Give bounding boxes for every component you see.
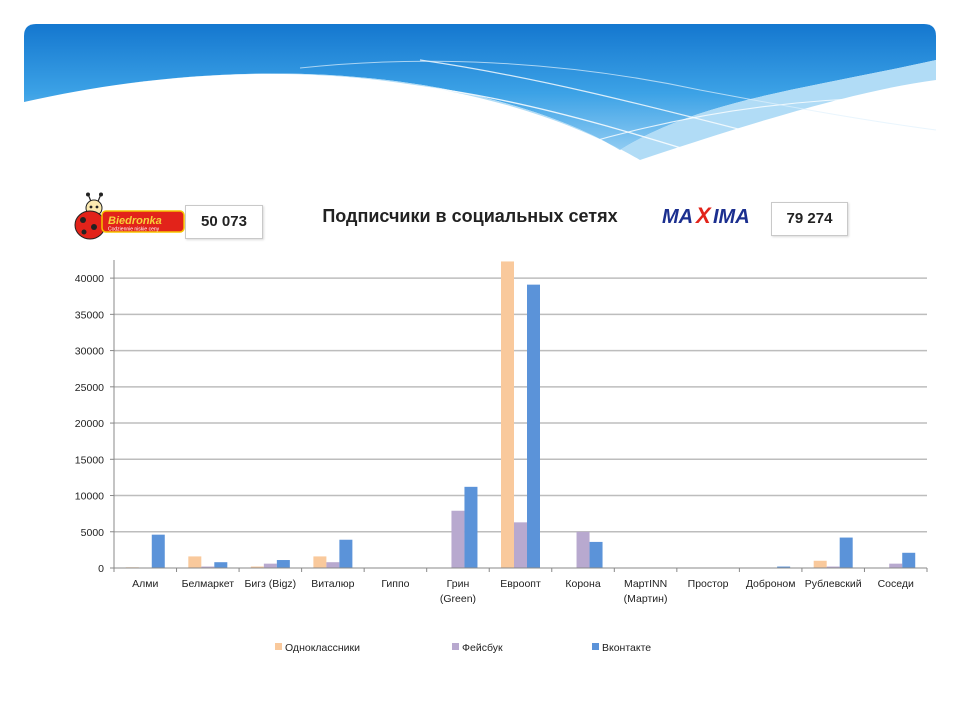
- biedronka-subscriber-count: 50 073: [185, 205, 263, 239]
- x-tick-label: Гиппо: [381, 578, 409, 590]
- legend-item: Одноклассники: [275, 642, 360, 654]
- bar: [201, 566, 215, 568]
- x-axis: Алми Белмаркет Бигз (Bigz) Виталюр Гиппо Грин…: [113, 567, 928, 605]
- biedronka-brand-text: Biedronka: [108, 215, 162, 227]
- x-tick-label: Соседи: [878, 578, 914, 590]
- y-tick-label: 30000: [75, 346, 104, 358]
- bar: [902, 552, 916, 568]
- x-tick-label: Бигз (Bigz): [245, 578, 297, 590]
- x-tick-label: Белмаркет: [182, 578, 235, 590]
- x-tick-label: Корона: [565, 578, 600, 590]
- maxima-brand-right: IMA: [713, 206, 750, 228]
- bar: [813, 560, 827, 568]
- bar: [589, 541, 603, 568]
- x-tick-label: Доброном: [746, 578, 796, 590]
- subscribers-bar-chart: 0 5000 10000 15000 20000 25000 30000 35000 40000…: [75, 260, 928, 654]
- y-tick-label: 0: [98, 563, 104, 575]
- y-axis: 0 5000 10000 15000 20000 25000 30000 35000 40000: [75, 260, 115, 575]
- maxima-brand-left: MA: [662, 206, 693, 228]
- bar: [514, 522, 527, 568]
- biedronka-logo: Biedronka Codziennie niskie ceny: [74, 192, 185, 240]
- legend-label: Вконтакте: [602, 642, 651, 654]
- bars: [125, 261, 916, 568]
- legend-label: Фейсбук: [462, 642, 503, 654]
- y-tick-label: 35000: [75, 309, 104, 321]
- x-tick-label: Простор: [688, 578, 729, 590]
- bar: [276, 560, 290, 568]
- bar: [263, 563, 277, 568]
- bar: [501, 261, 514, 568]
- maxima-logo: MA X IMA: [662, 203, 750, 228]
- maxima-subscriber-count: 79 274: [771, 202, 848, 236]
- legend-item: Вконтакте: [592, 642, 651, 654]
- header-wave-banner: [24, 24, 936, 161]
- bar: [250, 566, 264, 568]
- legend-swatch: [592, 643, 599, 650]
- bar: [839, 537, 853, 568]
- y-tick-label: 20000: [75, 418, 104, 430]
- bar: [451, 510, 465, 568]
- legend: Одноклассники Фейсбук Вконтакте: [275, 642, 651, 654]
- x-tick-label: Рублевский: [805, 578, 862, 590]
- bar: [464, 486, 478, 568]
- x-tick-label: Алми: [132, 578, 158, 590]
- bar: [527, 284, 540, 568]
- bar: [576, 531, 590, 568]
- biedronka-tagline: Codziennie niskie ceny: [108, 227, 160, 233]
- maxima-brand-x: X: [694, 203, 712, 228]
- bar: [326, 562, 340, 568]
- y-tick-label: 25000: [75, 382, 104, 394]
- legend-swatch: [452, 643, 459, 650]
- y-tick-label: 10000: [75, 491, 104, 503]
- y-tick-label: 5000: [81, 527, 105, 539]
- bar: [188, 556, 202, 568]
- x-tick-label: Евроопт: [500, 578, 541, 590]
- y-tick-label: 15000: [75, 454, 104, 466]
- legend-item: Фейсбук: [452, 642, 503, 654]
- bar: [339, 539, 353, 568]
- bar: [777, 566, 791, 568]
- bar: [313, 556, 327, 568]
- bar: [214, 562, 228, 568]
- legend-swatch: [275, 643, 282, 650]
- grid-lines: [114, 277, 927, 533]
- bar: [889, 563, 903, 568]
- legend-label: Одноклассники: [285, 642, 360, 654]
- bar: [151, 534, 165, 568]
- y-tick-label: 40000: [75, 273, 104, 285]
- chart-title: Подписчики в социальных сетях: [322, 206, 618, 226]
- bar: [826, 566, 840, 568]
- x-tick-label: Грин (Green): [440, 578, 476, 605]
- x-tick-label: Виталюр: [311, 578, 354, 590]
- x-tick-label: МартINN (Мартин): [624, 578, 668, 605]
